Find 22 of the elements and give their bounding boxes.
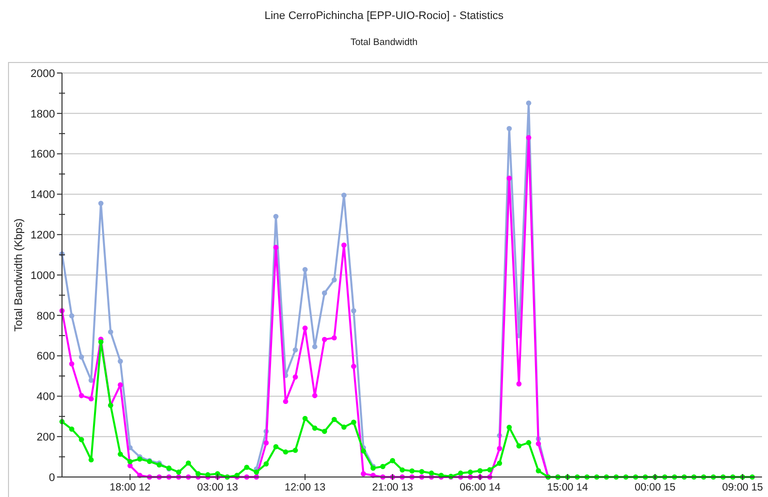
y-tick-label: 1200	[30, 229, 55, 242]
y-tick-label: 800	[36, 310, 55, 322]
y-tick-label: 0	[48, 472, 55, 484]
x-tick-label: 00:00 15	[634, 482, 676, 494]
x-tick-label: 06:00 14	[460, 482, 501, 494]
y-axis-title: Total Bandwidth (Kbps)	[13, 218, 25, 332]
x-tick-label: 18:00 12	[110, 482, 151, 494]
x-tick-label: 21:00 13	[372, 482, 414, 494]
y-tick-label: 1800	[30, 108, 55, 120]
x-tick-label: 03:00 13	[197, 482, 238, 494]
y-tick-label: 400	[36, 391, 55, 404]
x-tick-label: 09:00 15	[722, 482, 764, 494]
y-tick-label: 200	[36, 431, 55, 444]
chart-subtitle: Total Bandwidth	[350, 37, 418, 48]
y-tick-label: 1000	[30, 270, 55, 282]
y-tick-label: 1400	[30, 189, 55, 202]
y-tick-label: 1600	[30, 148, 55, 161]
y-tick-label: 600	[36, 350, 55, 363]
x-tick-label: 15:00 14	[547, 482, 588, 494]
y-tick-label: 2000	[30, 68, 55, 80]
chart-title: Line CerroPichincha [EPP-UIO-Rocio] - Statistics	[264, 10, 504, 22]
x-tick-label: 12:00 13	[284, 482, 326, 494]
